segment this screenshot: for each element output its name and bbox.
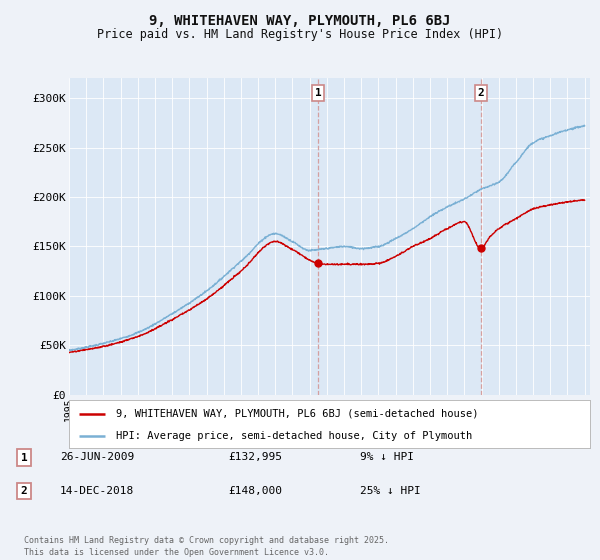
- Text: 1: 1: [314, 88, 322, 98]
- Text: 2: 2: [20, 486, 28, 496]
- Text: 26-JUN-2009: 26-JUN-2009: [60, 452, 134, 462]
- Text: 2: 2: [477, 88, 484, 98]
- Text: 9% ↓ HPI: 9% ↓ HPI: [360, 452, 414, 462]
- Text: 25% ↓ HPI: 25% ↓ HPI: [360, 486, 421, 496]
- Text: HPI: Average price, semi-detached house, City of Plymouth: HPI: Average price, semi-detached house,…: [116, 431, 472, 441]
- Text: 1: 1: [20, 452, 28, 463]
- Text: £148,000: £148,000: [228, 486, 282, 496]
- Text: Contains HM Land Registry data © Crown copyright and database right 2025.
This d: Contains HM Land Registry data © Crown c…: [24, 536, 389, 557]
- Text: Price paid vs. HM Land Registry's House Price Index (HPI): Price paid vs. HM Land Registry's House …: [97, 28, 503, 41]
- Text: £132,995: £132,995: [228, 452, 282, 462]
- Text: 14-DEC-2018: 14-DEC-2018: [60, 486, 134, 496]
- Text: 9, WHITEHAVEN WAY, PLYMOUTH, PL6 6BJ (semi-detached house): 9, WHITEHAVEN WAY, PLYMOUTH, PL6 6BJ (se…: [116, 409, 478, 419]
- Text: 9, WHITEHAVEN WAY, PLYMOUTH, PL6 6BJ: 9, WHITEHAVEN WAY, PLYMOUTH, PL6 6BJ: [149, 14, 451, 28]
